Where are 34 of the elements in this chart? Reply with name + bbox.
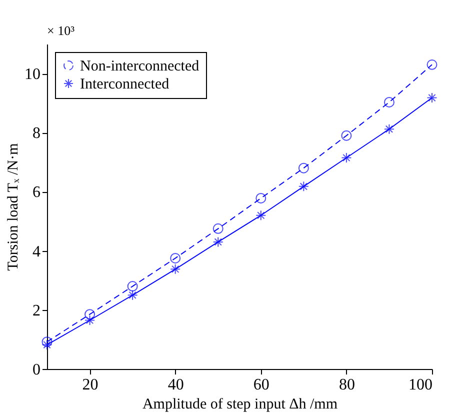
x-tick-label: 100 xyxy=(408,376,432,394)
x-tick-label: 20 xyxy=(82,376,98,394)
y-axis-title: Torsion load Tₓ /N·m xyxy=(6,142,22,271)
legend-label: Interconnected xyxy=(80,76,170,92)
point xyxy=(42,340,52,350)
legend-label: Non-interconnected xyxy=(80,58,200,74)
y-tick-label: 4 xyxy=(32,243,40,260)
x-tick-label: 60 xyxy=(253,376,270,394)
point xyxy=(42,336,52,348)
y-tick-label: 6 xyxy=(32,184,40,202)
point xyxy=(170,264,181,274)
x-tick-label: 80 xyxy=(338,376,355,394)
y-tick-label: 10 xyxy=(24,66,40,84)
point xyxy=(170,252,181,264)
point xyxy=(341,130,352,141)
y-tick-label: 0 xyxy=(32,362,40,378)
point xyxy=(426,92,438,104)
x-axis-title: Amplitude of step input Δh /mm xyxy=(142,396,338,412)
y-tick-label: 8 xyxy=(32,125,40,142)
y-tick-label: 2 xyxy=(32,302,40,320)
point xyxy=(298,181,309,192)
x-tick-label: 40 xyxy=(168,376,184,394)
point xyxy=(298,162,309,174)
point xyxy=(256,210,266,221)
point xyxy=(384,124,394,134)
point xyxy=(256,192,266,204)
point xyxy=(127,290,138,300)
text: × 10³ xyxy=(47,23,75,38)
point xyxy=(426,59,438,70)
point xyxy=(127,281,138,292)
point xyxy=(212,223,224,234)
point xyxy=(212,236,224,248)
point xyxy=(384,96,394,108)
point xyxy=(341,152,352,163)
